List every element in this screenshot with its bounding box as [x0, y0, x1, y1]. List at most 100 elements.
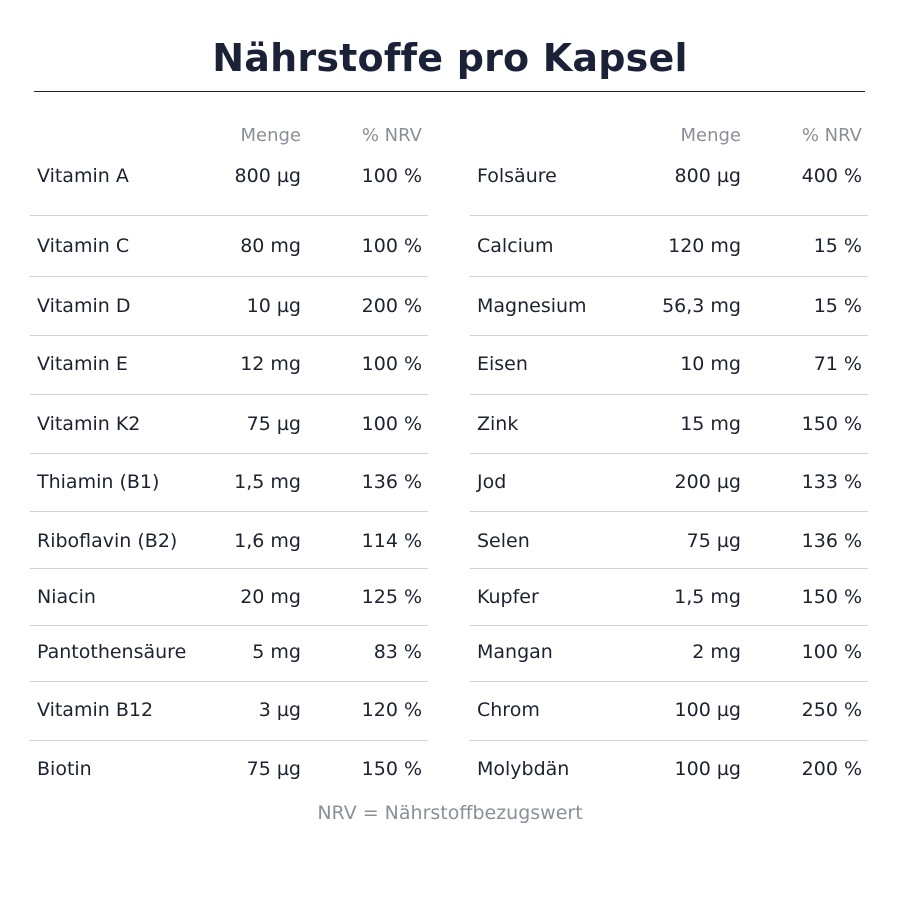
- nutrient-amount: 1,6 mg: [234, 530, 301, 552]
- table-header: Menge % NRV: [470, 118, 868, 155]
- nutrient-amount: 800 µg: [674, 165, 741, 187]
- nutrient-nrv: 133 %: [801, 471, 862, 493]
- nutrient-nrv: 200 %: [361, 295, 422, 317]
- nutrient-name: Molybdän: [477, 758, 570, 780]
- nutrient-name: Eisen: [477, 353, 528, 375]
- table-row: Calcium 120 mg 15 %: [470, 216, 868, 277]
- nutrient-amount: 2 mg: [692, 641, 741, 663]
- table-row: Kupfer 1,5 mg 150 %: [470, 569, 868, 626]
- nutrient-amount: 15 mg: [680, 413, 741, 435]
- table-row: Riboflavin (B2) 1,6 mg 114 %: [30, 512, 428, 569]
- nutrient-amount: 10 mg: [680, 353, 741, 375]
- nutrient-name: Jod: [477, 471, 507, 493]
- nutrient-name: Kupfer: [477, 586, 539, 608]
- nutrient-amount: 10 µg: [246, 295, 301, 317]
- nutrient-amount: 80 mg: [240, 235, 301, 257]
- nutrient-nrv: 100 %: [361, 353, 422, 375]
- nutrient-nrv: 100 %: [801, 641, 862, 663]
- table-row: Niacin 20 mg 125 %: [30, 569, 428, 626]
- nutrient-amount: 75 µg: [686, 530, 741, 552]
- nutrient-name: Thiamin (B1): [37, 471, 160, 493]
- nutrient-name: Vitamin K2: [37, 413, 141, 435]
- amount-column-header: Menge: [680, 125, 741, 146]
- nutrient-nrv: 150 %: [361, 758, 422, 780]
- nutrient-nrv: 150 %: [801, 413, 862, 435]
- nutrient-name: Vitamin E: [37, 353, 128, 375]
- nutrient-name: Vitamin D: [37, 295, 131, 317]
- table-row: Biotin 75 µg 150 %: [30, 741, 428, 797]
- nutrient-name: Folsäure: [477, 165, 557, 187]
- nutrient-name: Vitamin B12: [37, 699, 154, 721]
- nutrient-nrv: 100 %: [361, 165, 422, 187]
- nutrient-name: Magnesium: [477, 295, 587, 317]
- nutrient-nrv: 125 %: [361, 586, 422, 608]
- nutrient-nrv: 136 %: [361, 471, 422, 493]
- nutrient-amount: 120 mg: [668, 235, 741, 257]
- nutrient-amount: 100 µg: [674, 699, 741, 721]
- nutrient-name: Niacin: [37, 586, 96, 608]
- nutrient-amount: 75 µg: [246, 758, 301, 780]
- nutrient-name: Biotin: [37, 758, 92, 780]
- nutrient-table-left: Menge % NRV Vitamin A 800 µg 100 % Vitamin …: [30, 118, 428, 797]
- nutrient-nrv: 400 %: [801, 165, 862, 187]
- nutrient-nrv: 15 %: [813, 235, 862, 257]
- table-row: Folsäure 800 µg 400 %: [470, 155, 868, 216]
- table-row: Vitamin A 800 µg 100 %: [30, 155, 428, 216]
- table-row: Zink 15 mg 150 %: [470, 395, 868, 454]
- nutrient-name: Pantothensäure: [37, 641, 187, 663]
- table-header: Menge % NRV: [30, 118, 428, 155]
- table-row: Jod 200 µg 133 %: [470, 454, 868, 512]
- nutrient-nrv: 136 %: [801, 530, 862, 552]
- table-body: Folsäure 800 µg 400 % Calcium 120 mg 15 % Magn…: [470, 155, 868, 797]
- nrv-column-header: % NRV: [361, 125, 422, 146]
- table-row: Vitamin D 10 µg 200 %: [30, 277, 428, 336]
- table-row: Molybdän 100 µg 200 %: [470, 741, 868, 797]
- nrv-column-header: % NRV: [801, 125, 862, 146]
- nutrient-amount: 800 µg: [234, 165, 301, 187]
- nutrient-name: Calcium: [477, 235, 554, 257]
- table-row: Vitamin B12 3 µg 120 %: [30, 682, 428, 741]
- nutrient-amount: 12 mg: [240, 353, 301, 375]
- nutrient-amount: 1,5 mg: [234, 471, 301, 493]
- table-row: Pantothensäure 5 mg 83 %: [30, 626, 428, 682]
- table-row: Thiamin (B1) 1,5 mg 136 %: [30, 454, 428, 512]
- nutrient-name: Vitamin C: [37, 235, 130, 257]
- nutrient-nrv: 150 %: [801, 586, 862, 608]
- nutrient-nrv: 120 %: [361, 699, 422, 721]
- nutrient-amount: 100 µg: [674, 758, 741, 780]
- table-row: Vitamin E 12 mg 100 %: [30, 336, 428, 395]
- nutrient-amount: 20 mg: [240, 586, 301, 608]
- table-row: Eisen 10 mg 71 %: [470, 336, 868, 395]
- nutrient-nrv: 100 %: [361, 235, 422, 257]
- page-title: Nährstoffe pro Kapsel: [212, 36, 688, 80]
- nutrient-amount: 75 µg: [246, 413, 301, 435]
- nutrient-name: Selen: [477, 530, 530, 552]
- amount-column-header: Menge: [240, 125, 301, 146]
- nutrient-nrv: 71 %: [813, 353, 862, 375]
- table-row: Vitamin K2 75 µg 100 %: [30, 395, 428, 454]
- nutrient-amount: 200 µg: [674, 471, 741, 493]
- nutrient-name: Zink: [477, 413, 519, 435]
- title-divider: [34, 91, 865, 92]
- footnote: NRV = Nährstoffbezugswert: [317, 802, 583, 824]
- nutrient-table-right: Menge % NRV Folsäure 800 µg 400 % Calcium 12…: [470, 118, 868, 797]
- nutrient-name: Riboflavin (B2): [37, 530, 178, 552]
- table-row: Magnesium 56,3 mg 15 %: [470, 277, 868, 336]
- nutrient-nrv: 100 %: [361, 413, 422, 435]
- table-row: Selen 75 µg 136 %: [470, 512, 868, 569]
- nutrient-nrv: 114 %: [361, 530, 422, 552]
- nutrient-amount: 1,5 mg: [674, 586, 741, 608]
- nutrient-nrv: 83 %: [373, 641, 422, 663]
- table-row: Mangan 2 mg 100 %: [470, 626, 868, 682]
- nutrient-nrv: 250 %: [801, 699, 862, 721]
- table-row: Chrom 100 µg 250 %: [470, 682, 868, 741]
- table-body: Vitamin A 800 µg 100 % Vitamin C 80 mg 100 % V…: [30, 155, 428, 797]
- nutrient-name: Vitamin A: [37, 165, 129, 187]
- nutrient-nrv: 15 %: [813, 295, 862, 317]
- nutrient-name: Mangan: [477, 641, 553, 663]
- table-row: Vitamin C 80 mg 100 %: [30, 216, 428, 277]
- nutrient-amount: 5 mg: [252, 641, 301, 663]
- nutrient-amount: 3 µg: [258, 699, 301, 721]
- nutrient-amount: 56,3 mg: [662, 295, 741, 317]
- nutrient-name: Chrom: [477, 699, 540, 721]
